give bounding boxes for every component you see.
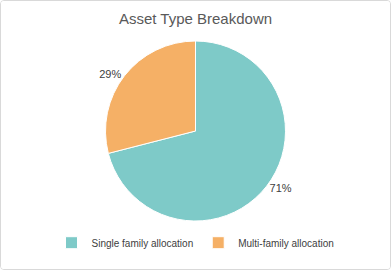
svg-text:Single family allocation: Single family allocation xyxy=(92,238,194,249)
svg-text:71%: 71% xyxy=(270,182,292,194)
svg-text:Multi-family allocation: Multi-family allocation xyxy=(238,238,334,249)
svg-text:29%: 29% xyxy=(99,68,121,80)
svg-text:Asset Type Breakdown: Asset Type Breakdown xyxy=(119,10,272,27)
